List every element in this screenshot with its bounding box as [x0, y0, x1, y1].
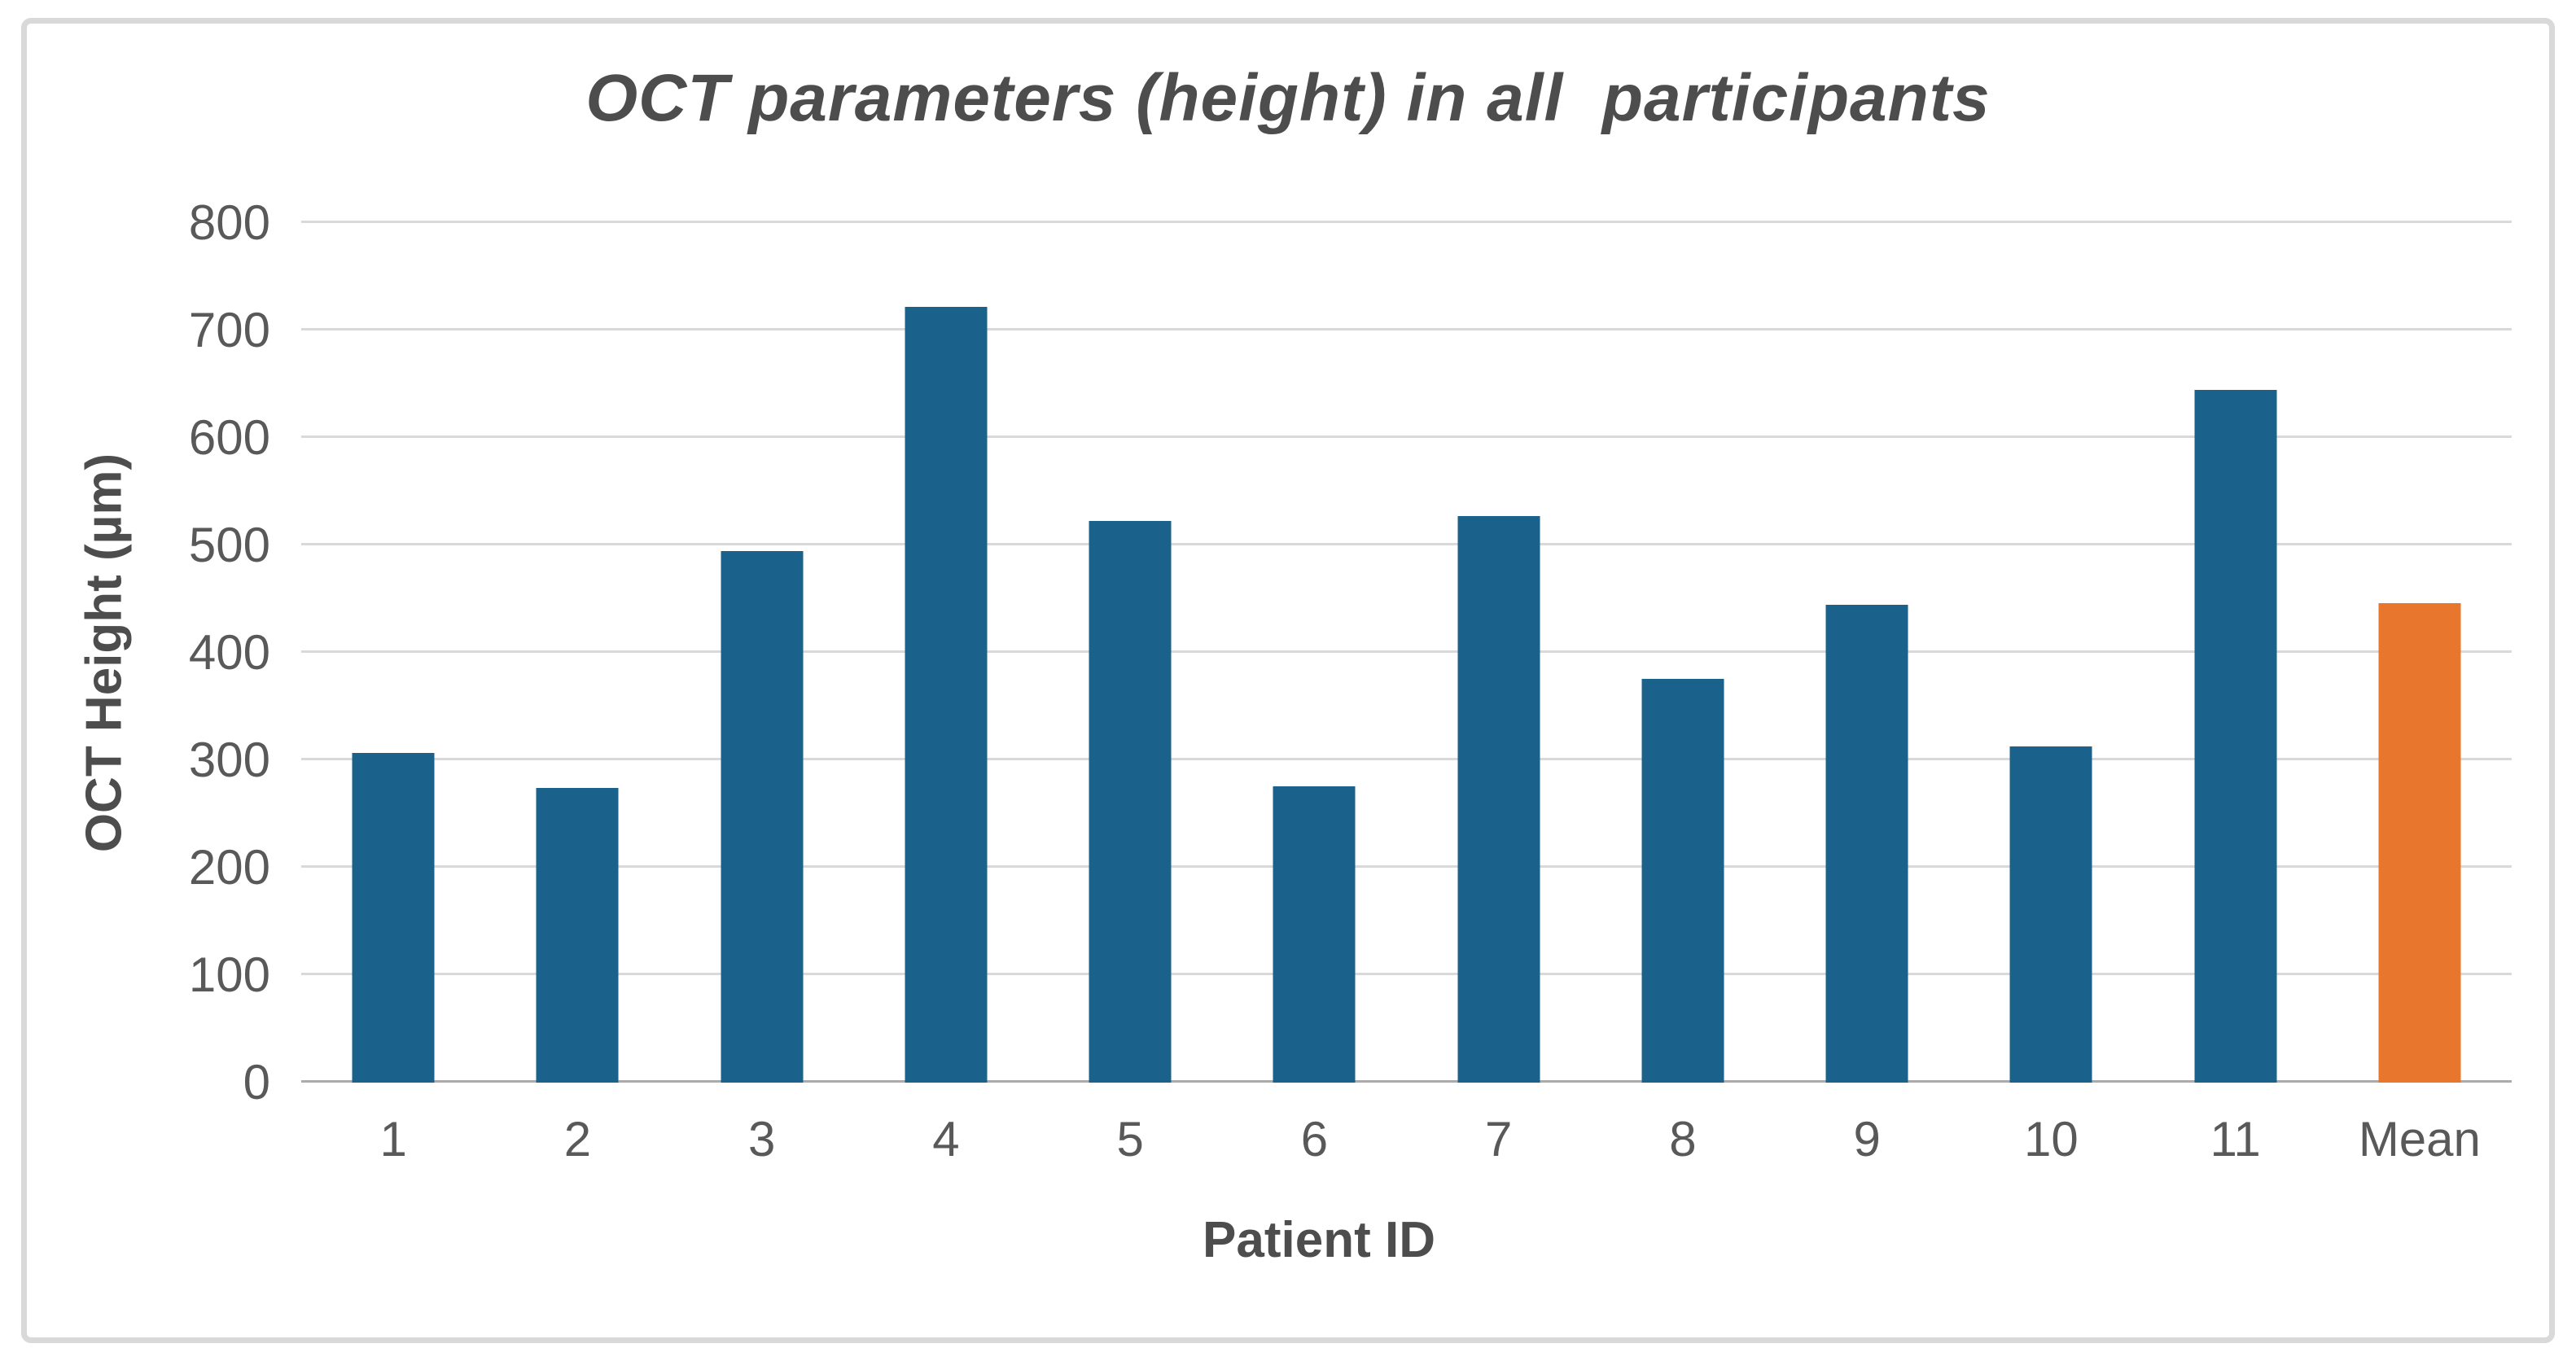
x-tick-label-3: 3 — [747, 1112, 776, 1166]
bar-7 — [1457, 516, 1540, 1083]
x-axis-tick-labels: 1 2 3 4 5 6 7 8 9 10 11 Mean — [301, 1105, 2512, 1174]
x-tick-label-5: 5 — [1116, 1112, 1144, 1166]
bar-3 — [721, 550, 804, 1083]
gridline — [301, 973, 2512, 975]
x-tick-label-10: 10 — [2024, 1112, 2079, 1166]
y-tick-label-400: 400 — [188, 625, 270, 680]
gridline — [301, 865, 2512, 868]
x-tick-label-1: 1 — [379, 1112, 407, 1166]
x-axis-line — [301, 1080, 2512, 1083]
bar-10 — [2009, 746, 2092, 1083]
bar-mean — [2378, 603, 2461, 1083]
y-tick-label-100: 100 — [188, 947, 270, 1002]
gridline — [301, 221, 2512, 223]
bar-5 — [1089, 520, 1172, 1083]
x-tick-label-4: 4 — [932, 1112, 960, 1166]
x-tick-label-7: 7 — [1484, 1112, 1513, 1166]
gridline — [301, 435, 2512, 438]
y-tick-label-0: 0 — [243, 1055, 270, 1109]
bar-2 — [536, 788, 619, 1083]
y-tick-label-800: 800 — [188, 195, 270, 250]
x-axis-title: Patient ID — [1203, 1212, 1435, 1268]
x-tick-label-6: 6 — [1300, 1112, 1329, 1166]
bar-4 — [905, 306, 988, 1083]
x-tick-label-2: 2 — [563, 1112, 592, 1166]
gridline — [301, 543, 2512, 545]
x-tick-label-11: 11 — [2210, 1112, 2261, 1166]
gridline — [301, 650, 2512, 653]
bar-8 — [1641, 678, 1724, 1083]
x-tick-label-9: 9 — [1853, 1112, 1881, 1166]
bar-6 — [1273, 786, 1356, 1083]
y-tick-label-300: 300 — [188, 733, 270, 787]
bar-9 — [1825, 604, 1908, 1083]
x-tick-label-8: 8 — [1669, 1112, 1697, 1166]
y-tick-label-700: 700 — [188, 303, 270, 357]
bar-1 — [352, 752, 435, 1083]
y-tick-label-500: 500 — [188, 518, 270, 572]
figure-border — [21, 18, 2555, 1343]
y-tick-label-600: 600 — [188, 410, 270, 465]
gridline — [301, 758, 2512, 760]
bar-11 — [2194, 389, 2277, 1083]
plot-area — [301, 221, 2512, 1083]
y-tick-label-200: 200 — [188, 840, 270, 895]
x-tick-label-mean: Mean — [2358, 1112, 2481, 1166]
chart-title: OCT parameters (height) in all participa… — [585, 61, 1991, 135]
gridline — [301, 328, 2512, 330]
